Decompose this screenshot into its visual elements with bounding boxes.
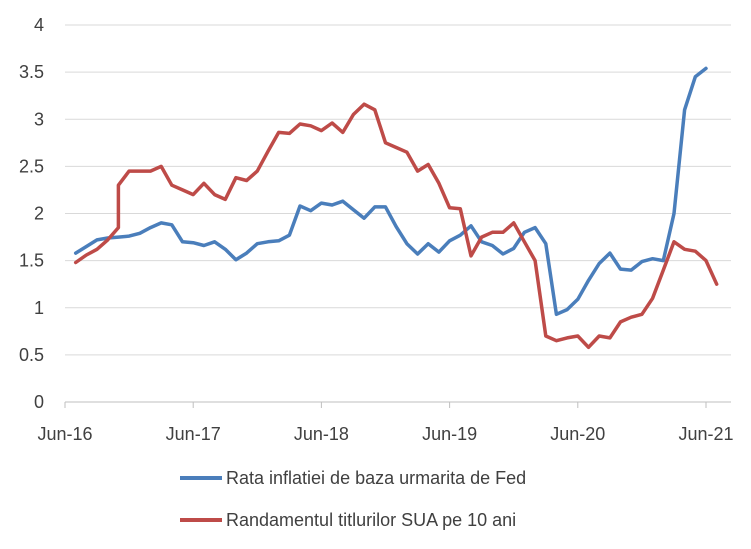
y-axis: 0 0.5 1 1.5 2 2.5 3 3.5 4 [19,15,44,412]
legend: Rata inflatiei de baza urmarita de Fed Ra… [180,468,526,530]
x-tick-label: Jun-16 [37,424,92,444]
y-tick-label: 4 [34,15,44,35]
series-line-2 [73,102,719,350]
y-tick-label: 0.5 [19,345,44,365]
y-tick-label: 1 [34,298,44,318]
x-tick-label: Jun-18 [294,424,349,444]
y-tick-label: 1.5 [19,251,44,271]
legend-label-2: Randamentul titlurilor SUA pe 10 ani [226,510,516,530]
y-tick-label: 3.5 [19,62,44,82]
x-tick-label: Jun-17 [166,424,221,444]
x-axis [64,401,731,408]
y-tick-label: 2 [34,204,44,224]
series-lines [73,66,719,350]
y-tick-label: 2.5 [19,156,44,176]
y-tick-label: 3 [34,109,44,129]
x-tick-labels: Jun-16 Jun-17 Jun-18 Jun-19 Jun-20 Jun-21 [37,424,733,444]
x-tick-label: Jun-19 [422,424,477,444]
legend-label-1: Rata inflatiei de baza urmarita de Fed [226,468,526,488]
series-line-1 [73,66,708,317]
x-tick-label: Jun-21 [678,424,733,444]
y-tick-label: 0 [34,392,44,412]
gridlines [65,24,731,356]
x-tick-label: Jun-20 [550,424,605,444]
